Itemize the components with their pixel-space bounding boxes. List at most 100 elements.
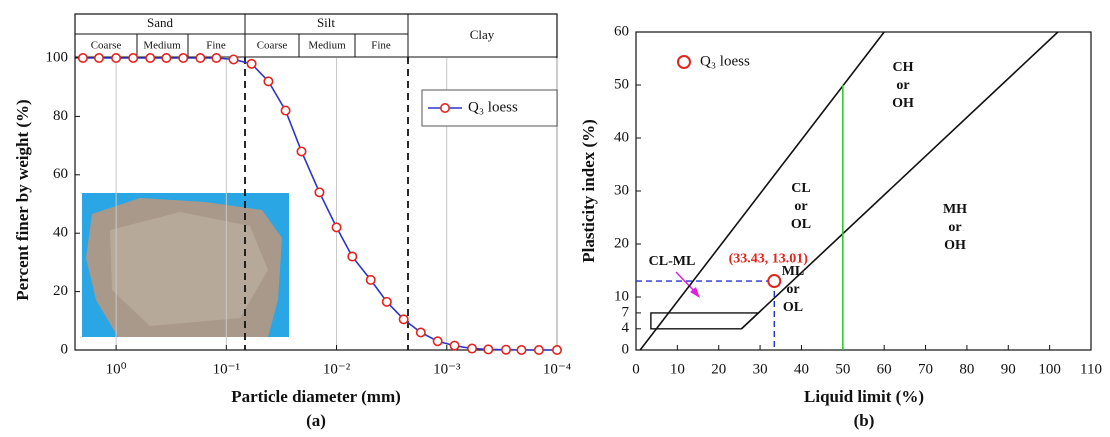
caption: (a) [306,411,326,430]
x-tick-label: 0 [632,361,640,377]
data-point [246,58,257,69]
y-tick-label: 80 [53,108,68,124]
header-subgroup: Coarse [257,40,288,52]
plot-frame [635,31,1092,351]
data-point [296,146,307,157]
y-tick-label: 20 [53,283,68,299]
data-point [331,222,342,233]
data-point [211,52,222,63]
region-label: or [896,78,909,93]
region-label: OL [791,217,811,232]
y-axis-label: Plasticity index (%) [579,119,598,263]
region-label: ML [782,264,805,279]
x-tick-label: 20 [711,361,726,377]
data-point [195,52,206,63]
x-tick-label: 90 [1001,361,1016,377]
x-tick-label: 10 [670,361,685,377]
region-label: MH [943,202,967,217]
header-group: Silt [317,15,335,30]
y-axis-label: Percent finer by weight (%) [13,99,32,300]
data-point [449,340,460,351]
y-tick-label: 4 [622,320,630,336]
data-point [93,52,104,63]
legend-marker [677,55,691,69]
y-tick-label: 0 [61,341,69,357]
region-label: OH [892,96,914,111]
data-point [381,296,392,307]
data-point [347,251,358,262]
region-label: or [786,282,799,297]
data-point [432,336,443,347]
data-point [280,105,291,116]
region-label: OH [944,238,966,253]
x-tick-label: 10⁻¹ [213,361,240,377]
x-axis-label: Liquid limit (%) [804,387,924,406]
region-label: CL-ML [649,254,696,269]
x-tick-label: 10⁰ [106,361,127,377]
y-tick-label: 30 [614,182,629,198]
y-tick-label: 7 [622,304,630,320]
header-subgroup: Medium [143,40,181,52]
y-tick-label: 10 [614,288,629,304]
data-point [483,344,494,355]
legend-label: Q₃ loess [700,53,750,69]
y-tick-label: 50 [614,76,629,92]
y-tick-label: 20 [614,235,629,251]
x-tick-label: 70 [918,361,933,377]
region-label: or [948,220,961,235]
header-subgroup: Coarse [91,40,122,52]
data-label: (33.43, 13.01) [729,251,809,266]
x-tick-label: 10⁻³ [433,361,461,377]
data-point [111,52,122,63]
data-point [501,344,512,355]
data-point [516,344,527,355]
data-point [551,344,562,355]
header-group: Clay [470,27,495,42]
data-point [314,187,325,198]
boundary-line [639,31,885,351]
y-tick-label: 40 [614,129,629,145]
data-point [398,314,409,325]
x-tick-label: 10⁻² [323,361,351,377]
header-group: Sand [147,15,174,30]
x-tick-label: 60 [877,361,892,377]
data-point [467,343,478,354]
x-tick-label: 100 [1038,361,1061,377]
data-point [533,344,544,355]
data-point [178,52,189,63]
x-tick-label: 40 [794,361,809,377]
y-tick-label: 0 [622,341,630,357]
x-axis-label: Particle diameter (mm) [231,387,401,406]
caption: (b) [854,411,875,430]
data-point [128,52,139,63]
x-tick-label: 10⁻⁴ [543,361,571,377]
y-tick-label: 60 [53,166,68,182]
y-tick-label: 100 [46,49,69,65]
data-point [767,274,782,289]
y-tick-label: 60 [614,23,629,39]
region-label: CH [893,60,914,75]
y-tick-label: 40 [53,225,68,241]
cl-ml-zone [650,312,761,330]
data-point [77,52,88,63]
boundary-line [740,31,1059,330]
data-point [415,327,426,338]
header-subgroup: Medium [308,40,346,52]
grain-size-header [75,13,557,350]
x-tick-label: 50 [835,361,850,377]
region-label: OL [783,300,803,315]
data-point [161,52,172,63]
data-point [263,76,274,87]
region-label: or [794,199,807,214]
x-tick-label: 110 [1080,361,1102,377]
data-point [228,54,239,65]
data-point [365,274,376,285]
header-subgroup: Fine [206,40,226,52]
x-tick-label: 80 [959,361,974,377]
region-label: CL [791,181,810,196]
header-subgroup: Fine [371,40,391,52]
cl-ml-arrow [675,271,700,298]
data-point [145,52,156,63]
x-tick-label: 30 [753,361,768,377]
